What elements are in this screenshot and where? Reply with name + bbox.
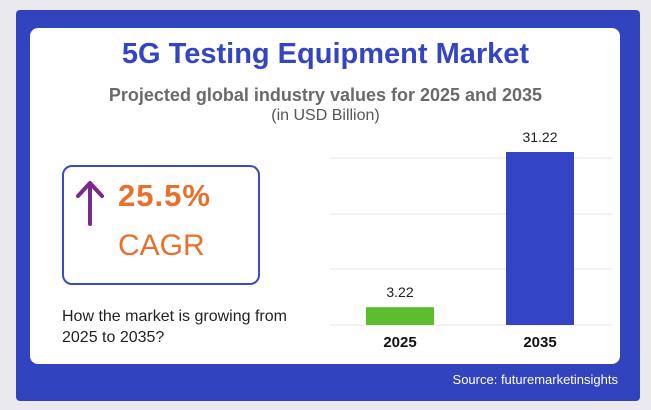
bar-2025 [366,307,434,325]
growth-question: How the market is growing from 2025 to 2… [62,308,287,346]
data-label: 31.22 [522,129,557,145]
up-arrow-icon [76,181,104,226]
bar-2035 [506,152,574,325]
cagr-box [62,165,260,285]
data-label: 3.22 [386,284,413,300]
cagr-label: CAGR [118,229,205,262]
chart-subtitle: Projected global industry values for 202… [108,85,543,105]
x-tick-label: 2035 [523,334,556,351]
cagr-value: 25.5% [118,178,211,213]
unit-note: (in USD Billion) [271,107,380,124]
x-tick-label: 2025 [383,334,416,351]
source-note: Source: futuremarketinsights [452,372,618,387]
chart-title: 5G Testing Equipment Market [121,38,530,70]
